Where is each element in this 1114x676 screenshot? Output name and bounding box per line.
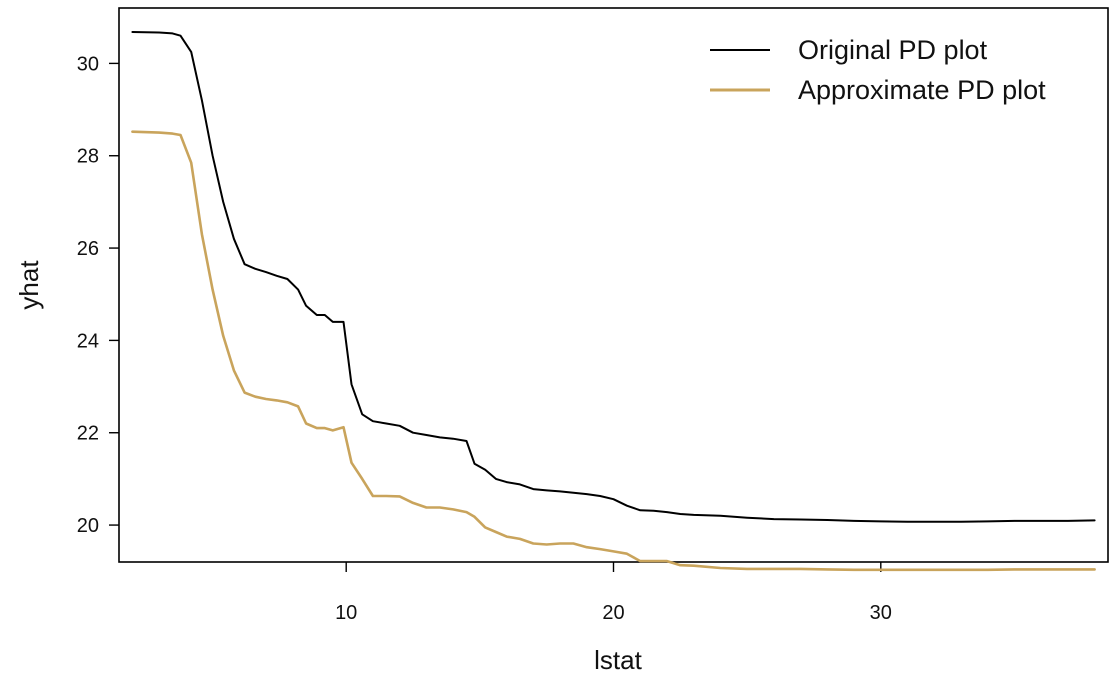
y-tick-label: 30 (77, 53, 99, 75)
x-tick-label: 20 (602, 602, 624, 624)
series-line-approximate (131, 130, 1096, 572)
y-tick-label: 20 (77, 515, 99, 537)
legend: Original PD plot Approximate PD plot (710, 35, 1046, 105)
legend-label-approximate: Approximate PD plot (798, 75, 1046, 105)
series-layer (131, 31, 1096, 572)
y-axis: 20 22 24 26 28 30 (77, 53, 119, 537)
y-tick-label: 22 (77, 423, 99, 445)
y-tick-label: 26 (77, 238, 99, 260)
y-tick-label: 28 (77, 146, 99, 168)
series-line-original (131, 31, 1096, 523)
x-axis: 10 20 30 (335, 562, 892, 624)
x-tick-label: 10 (335, 602, 357, 624)
legend-label-original: Original PD plot (798, 35, 988, 65)
y-tick-label: 24 (77, 330, 99, 352)
y-axis-title: yhat (14, 260, 44, 310)
x-tick-label: 30 (870, 602, 892, 624)
x-axis-title: lstat (594, 645, 642, 675)
